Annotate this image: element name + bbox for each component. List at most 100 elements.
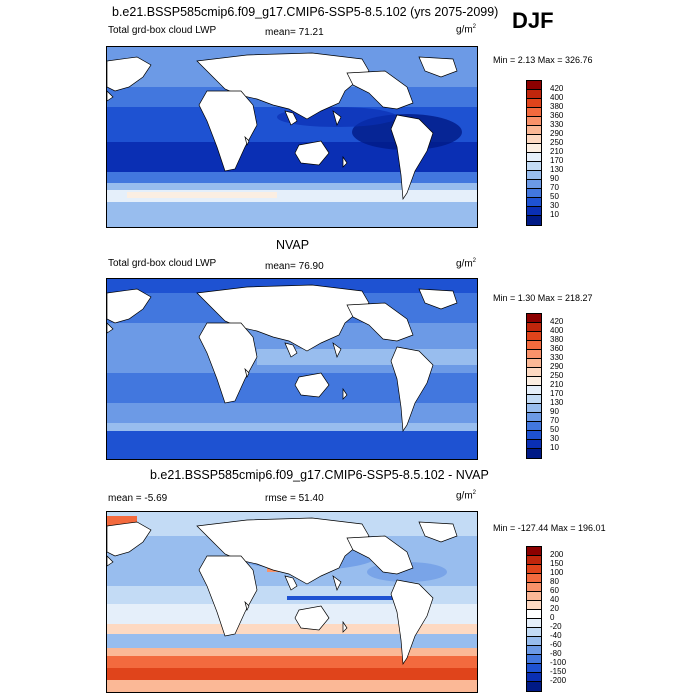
panel-1-cb-label: 70 [550, 183, 559, 192]
season-label: DJF [512, 8, 554, 33]
panel-1-units: g/m2 [456, 24, 477, 36]
panel-2-swatch [527, 431, 541, 440]
panel-1-cb-label: 400 [550, 93, 564, 102]
panel-1-colorbar [526, 80, 542, 226]
panel-1-cb-label: 360 [550, 111, 564, 120]
panel-1-cb-label: 250 [550, 138, 564, 147]
panel-2-swatch [527, 323, 541, 332]
panel-2-cb-label: 90 [550, 407, 559, 416]
panel-2-cb-label: 360 [550, 344, 564, 353]
panel-1-swatch [527, 198, 541, 207]
panel-3-cb-label: -80 [550, 649, 562, 658]
panel-3-map [106, 511, 478, 693]
panel-3-cb-label: -40 [550, 631, 562, 640]
panel-3-swatch [527, 574, 541, 583]
panel-1-cb-label: 210 [550, 147, 564, 156]
panel-3-swatch [527, 664, 541, 673]
panel-1-cb-label: 30 [550, 201, 559, 210]
panel-3-cb-label: 80 [550, 577, 559, 586]
panel-2-map [106, 278, 478, 460]
panel-1-cb-label: 90 [550, 174, 559, 183]
panel-3-swatch [527, 592, 541, 601]
panel-1-swatch [527, 135, 541, 144]
panel-2-swatch [527, 332, 541, 341]
panel-3-swatch [527, 601, 541, 610]
panel-3-swatch [527, 673, 541, 682]
panel-3-cb-label: 100 [550, 568, 564, 577]
panel-3-cb-label: -200 [550, 676, 567, 685]
panel-3-cb-label: 200 [550, 550, 564, 559]
panel-2-cb-label: 290 [550, 362, 564, 371]
panel-2-swatch [527, 449, 541, 458]
panel-3-rmse: rmse = 51.40 [265, 493, 324, 504]
panel-2-cb-label: 170 [550, 389, 564, 398]
panel-2-swatch [527, 377, 541, 386]
panel-3-swatch [527, 628, 541, 637]
panel-2-swatch [527, 368, 541, 377]
panel-1-swatch [527, 81, 541, 90]
panel-3-swatch [527, 610, 541, 619]
panel-1-cb-label: 420 [550, 84, 564, 93]
panel-1-swatch [527, 162, 541, 171]
panel-2-cb-label: 400 [550, 326, 564, 335]
panel-2-mean: mean= 76.90 [265, 261, 324, 272]
panel-3-cb-label: 60 [550, 586, 559, 595]
panel-3-swatch [527, 556, 541, 565]
panel-3-swatch [527, 646, 541, 655]
panel-1-cb-label: 330 [550, 120, 564, 129]
panel-2-cb-label: 380 [550, 335, 564, 344]
panel-3-cb-label: -150 [550, 667, 567, 676]
panel-1-cb-label: 50 [550, 192, 559, 201]
panel-2-colorbar [526, 313, 542, 459]
panel-3-swatch [527, 565, 541, 574]
panel-2-swatch [527, 386, 541, 395]
panel-1-swatch [527, 117, 541, 126]
panel-1-swatch [527, 189, 541, 198]
panel-3-cb-label: -100 [550, 658, 567, 667]
panel-2-cb-label: 50 [550, 425, 559, 434]
panel-2-cb-label: 30 [550, 434, 559, 443]
panel-3-units: g/m2 [456, 490, 477, 502]
panel-3-cb-label: -60 [550, 640, 562, 649]
panel-2-cb-label: 250 [550, 371, 564, 380]
panel-1-swatch [527, 207, 541, 216]
panel-1-swatch [527, 99, 541, 108]
panel-2-swatch [527, 440, 541, 449]
panel-3-cb-label: 40 [550, 595, 559, 604]
panel-2-cb-label: 70 [550, 416, 559, 425]
panel-1-swatch [527, 216, 541, 225]
panel-3-swatch [527, 583, 541, 592]
panel-2-swatch [527, 341, 541, 350]
panel-3-swatch [527, 547, 541, 556]
panel-3-colorbar [526, 546, 542, 692]
panel-2-swatch [527, 350, 541, 359]
panel-3-title: b.e21.BSSP585cmip6.f09_g17.CMIP6-SSP5-8.… [150, 468, 489, 482]
panel-3-swatch [527, 655, 541, 664]
panel-1-swatch [527, 90, 541, 99]
panel-2-coastlines [107, 284, 458, 433]
panel-2-left-label: Total grd-box cloud LWP [108, 258, 217, 269]
panel-1-cb-label: 170 [550, 156, 564, 165]
panel-1-coastlines [107, 52, 458, 201]
panel-2-swatch [527, 413, 541, 422]
panel-2-swatch [527, 359, 541, 368]
panel-3-cb-label: 150 [550, 559, 564, 568]
panel-2-swatch [527, 404, 541, 413]
panel-2-swatch [527, 395, 541, 404]
panel-1-left-label: Total grd-box cloud LWP [108, 25, 217, 36]
panel-1-swatch [527, 144, 541, 153]
panel-2-swatch [527, 422, 541, 431]
panel-3-cb-label: 0 [550, 613, 555, 622]
panel-1-swatch [527, 180, 541, 189]
panel-1-cb-label: 130 [550, 165, 564, 174]
panel-2-units: g/m2 [456, 258, 477, 270]
panel-2-cb-label: 210 [550, 380, 564, 389]
panel-2-cb-label: 130 [550, 398, 564, 407]
panel-1-cb-label: 10 [550, 210, 559, 219]
panel-3-mean: mean = -5.69 [108, 493, 168, 504]
panel-3-swatch [527, 637, 541, 646]
panel-2-swatch [527, 314, 541, 323]
panel-3-swatch [527, 619, 541, 628]
panel-2-cb-label: 420 [550, 317, 564, 326]
panel-1-cb-label: 290 [550, 129, 564, 138]
